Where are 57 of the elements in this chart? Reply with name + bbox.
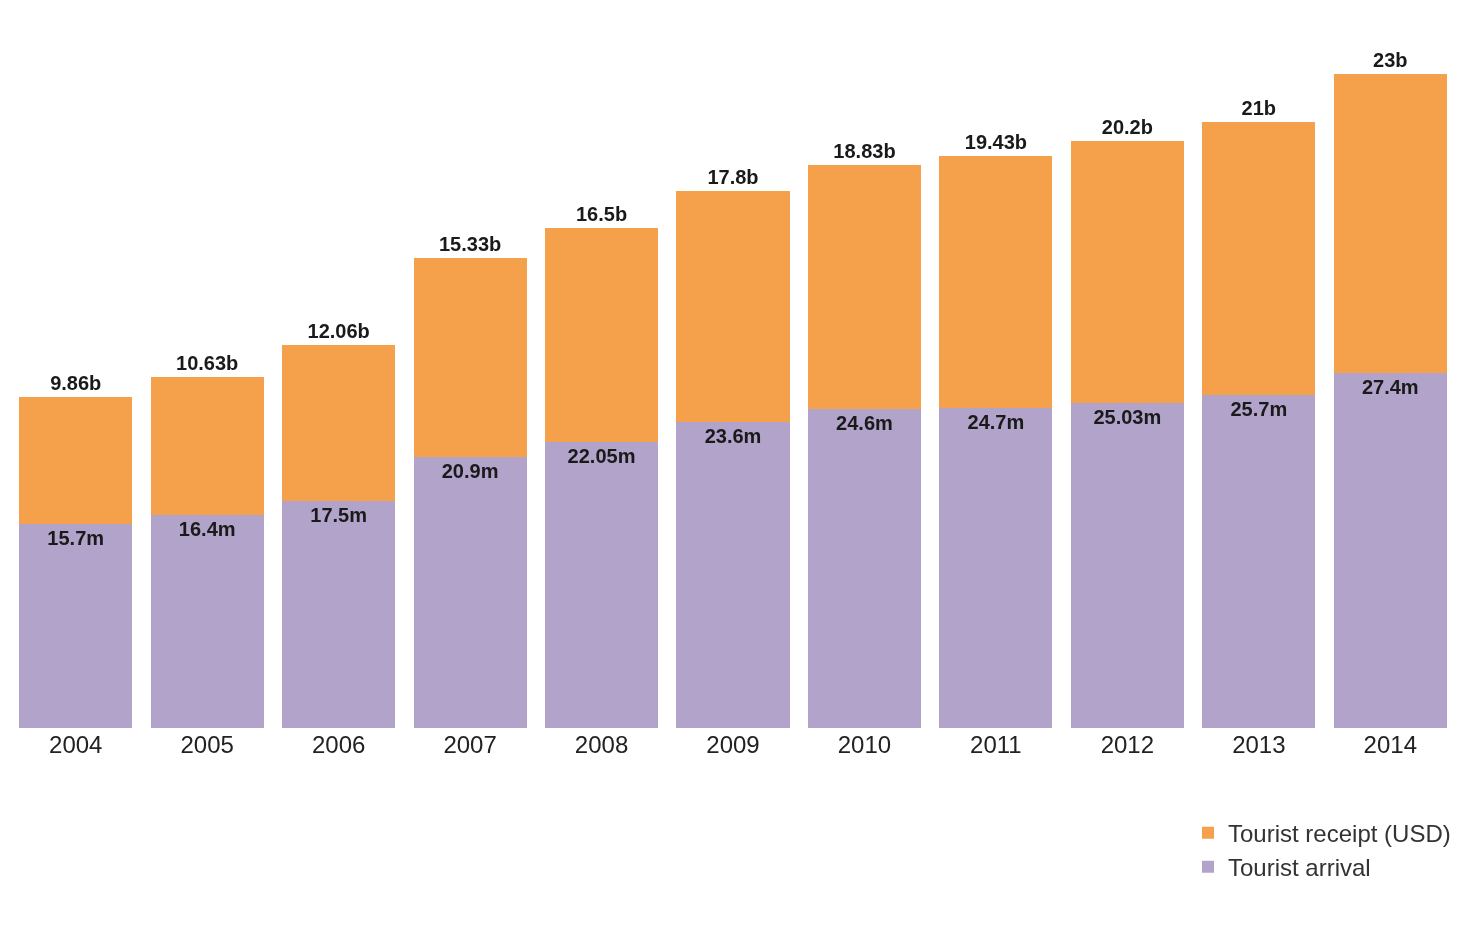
bar: [282, 501, 396, 728]
data-label: 24.6m: [836, 411, 893, 434]
bar: [1070, 403, 1184, 728]
x-tick-label: 2005: [180, 731, 234, 758]
data-label: 21b: [1241, 97, 1277, 120]
data-label: 23b: [1373, 49, 1408, 72]
bar: [545, 442, 659, 728]
bar: [1333, 74, 1447, 373]
bar: [1070, 141, 1184, 404]
data-label: 27.4m: [1361, 375, 1419, 398]
x-tick-label: 2007: [443, 731, 497, 758]
bar: [807, 164, 921, 409]
bar: [19, 396, 133, 525]
bar: [939, 407, 1053, 728]
x-tick-label: 2004: [49, 731, 103, 758]
data-label: 20.2b: [1101, 116, 1153, 139]
x-tick-label: 2010: [837, 731, 892, 758]
bar: [19, 524, 133, 728]
x-tick-label: 2011: [970, 731, 1022, 758]
bar: [150, 515, 264, 728]
bar: [413, 456, 527, 728]
bar: [150, 377, 264, 516]
data-label: 20.9m: [441, 459, 499, 482]
legend-label: Tourist receipt (USD): [1228, 820, 1451, 848]
legend-label: Tourist arrival: [1228, 854, 1371, 882]
data-label: 16.4m: [178, 518, 236, 541]
data-label: 25.7m: [1230, 397, 1288, 420]
bar: [939, 155, 1053, 408]
data-label: 16.5b: [575, 203, 628, 226]
x-tick-label: 2008: [574, 731, 629, 758]
x-tick-label: 2009: [706, 731, 760, 758]
data-label: 10.63b: [176, 352, 239, 375]
x-tick-label: 2006: [311, 731, 366, 758]
x-tick-label: 2012: [1100, 731, 1155, 758]
bar: [1202, 122, 1316, 395]
data-label: 15.33b: [438, 233, 502, 256]
data-label: 15.7m: [47, 527, 105, 550]
bar: [676, 421, 790, 728]
bar: [282, 344, 396, 502]
data-label: 12.06b: [307, 319, 370, 342]
data-label: 18.83b: [833, 139, 896, 162]
bar: [413, 258, 527, 457]
bar: [545, 228, 659, 443]
data-label: 25.03m: [1093, 406, 1162, 429]
bar: [1202, 394, 1316, 728]
bar: [1333, 372, 1447, 728]
x-tick-label: 2014: [1363, 731, 1417, 758]
data-label: 17.8b: [707, 166, 759, 189]
data-label: 23.6m: [704, 424, 762, 447]
data-label: 9.86b: [50, 371, 102, 394]
bar: [676, 191, 790, 422]
data-label: 24.7m: [967, 410, 1025, 433]
data-label: 19.43b: [964, 130, 1028, 153]
data-label: 22.05m: [567, 445, 636, 468]
x-tick-label: 2013: [1232, 731, 1286, 758]
data-label: 17.5m: [310, 504, 367, 527]
bar: [807, 408, 921, 728]
